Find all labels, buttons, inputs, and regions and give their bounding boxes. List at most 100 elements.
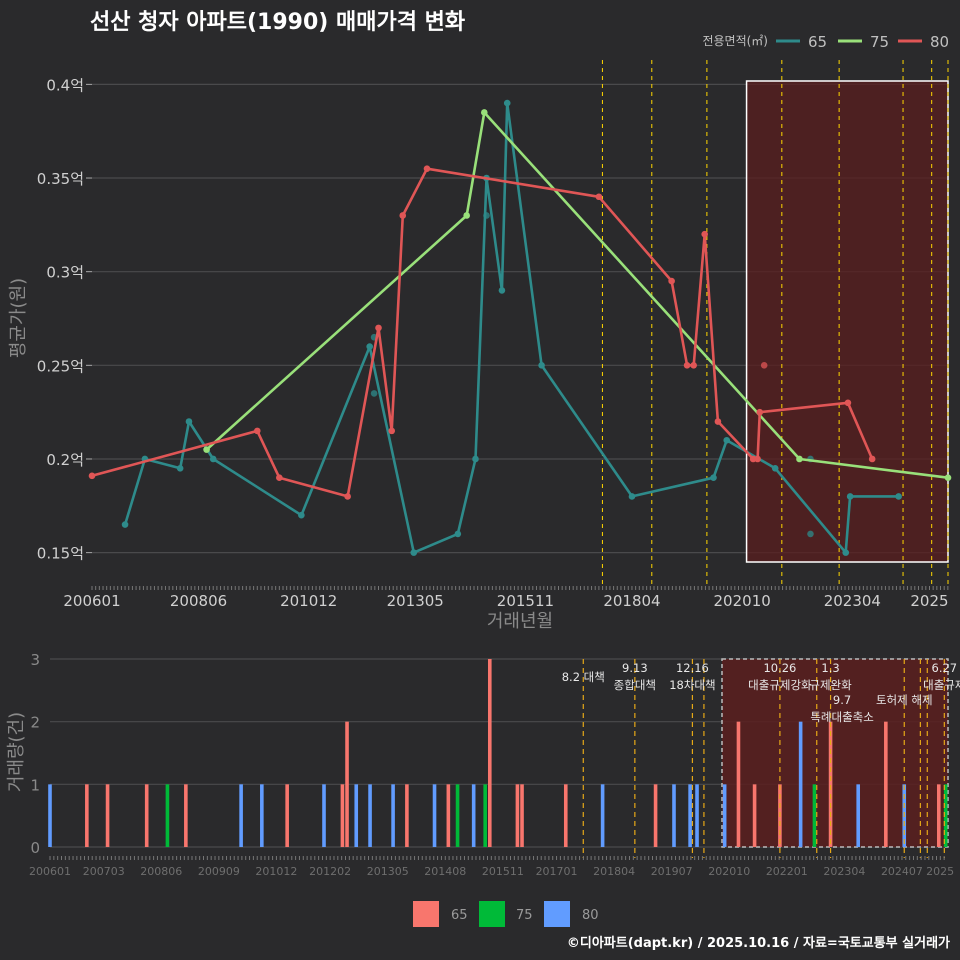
series-80-point-10 [683, 362, 691, 369]
policy-label-1-line-1: 종합대책 [614, 678, 656, 692]
x-tick-label-4: 201511 [497, 592, 554, 610]
volume-highlight-box [721, 658, 949, 848]
volume-bar-27 [672, 784, 676, 847]
x-tick-label-0: 200601 [63, 592, 120, 610]
x-axis-title: 거래년월 [487, 611, 553, 632]
legend-label-65: 65 [808, 33, 827, 51]
bar-legend-label-65: 65 [451, 908, 468, 923]
series-80-point-8 [595, 193, 603, 201]
volume-bar-0 [48, 784, 52, 847]
policy-label-7-line-0: 6.27 [932, 661, 958, 675]
volume-bar-15 [405, 784, 409, 847]
legend-label-75: 75 [870, 33, 889, 51]
volume-bar-25 [600, 784, 605, 847]
y-tick-label-4: 0.35억 [37, 170, 84, 188]
series-80-point-3 [344, 493, 351, 500]
series-80-point-4 [375, 324, 382, 332]
bar-legend-label-75: 75 [516, 908, 533, 923]
series-80-point-7 [423, 165, 431, 172]
series-65-extra-point-1 [370, 390, 378, 397]
series-75-point-1 [463, 212, 470, 219]
series-65-point-18 [842, 549, 850, 556]
series-75-point-4 [944, 474, 952, 482]
series-80-extra-point-0 [760, 362, 768, 369]
volume-bar-10 [340, 784, 345, 847]
volume-bar-6 [239, 784, 243, 847]
y-tick-label-0: 0.15억 [37, 545, 84, 563]
volume-bar-7 [260, 784, 264, 847]
volume-bar-31 [736, 721, 741, 847]
top-y-axis-ticks: 0.15억 0.2억 0.25억 0.3억 0.35억 0.4억 [37, 76, 92, 563]
volume-x-tick-label-12: 202010 [708, 865, 750, 878]
x-tick-label-5: 201804 [603, 592, 660, 610]
highlight-box [745, 80, 949, 563]
volume-bars [48, 659, 948, 847]
volume-bar-41 [943, 784, 948, 847]
series-65-point-19 [846, 493, 854, 500]
chart-title: 선산 청자 아파트(1990) 매매가격 변화 [90, 10, 465, 35]
policy-labels: 8.2 대책 9.13 종합대책 12.16 18차대책 10.26 대출규제강화 1.3 규제… [562, 661, 960, 724]
volume-x-tick-label-2: 200806 [140, 865, 182, 878]
series-65-extra-point-2 [483, 212, 490, 219]
policy-label-1-line-0: 9.13 [622, 661, 648, 675]
series-80-point-12 [701, 230, 708, 238]
series-75-point-0 [203, 446, 210, 453]
series-65-point-0 [121, 521, 129, 528]
series-65-point-9 [472, 455, 479, 463]
series-80-point-1 [253, 427, 261, 435]
series-65-point-6 [366, 343, 373, 350]
volume-x-tick-label-6: 201305 [367, 865, 409, 878]
policy-label-3-line-0: 10.26 [763, 661, 796, 675]
line-legend: 전용면적(㎡) 65 75 80 [702, 33, 949, 51]
volume-x-tick-label-5: 201202 [309, 865, 351, 878]
volume-bar-14 [391, 784, 395, 847]
series-65-point-15 [710, 474, 717, 482]
volume-y-tick-label-1: 1 [30, 776, 40, 794]
series-80-point-11 [690, 362, 697, 369]
volume-bar-24 [563, 784, 568, 847]
series-65-point-2 [176, 465, 184, 472]
volume-y-tick-label-3: 3 [30, 651, 40, 669]
bar-legend: 65 75 80 [413, 901, 599, 927]
series-65-point-20 [895, 493, 902, 500]
series-65-point-16 [723, 436, 731, 444]
series-65-point-17 [771, 465, 779, 472]
policy-label-3-line-1: 대출규제강화 [748, 678, 812, 692]
volume-bar-32 [752, 784, 757, 847]
policy-label-2-line-0: 12.16 [676, 661, 709, 675]
y-tick-label-5: 0.4억 [46, 76, 84, 94]
x-tick-label-7: 202304 [824, 592, 881, 610]
policy-label-5-line-1: 특례대출축소 [810, 710, 873, 724]
y-tick-label-2: 0.25억 [37, 357, 84, 375]
volume-y-tick-label-2: 2 [30, 714, 40, 732]
policy-label-0-line-0: 8.2 대책 [562, 670, 605, 684]
volume-bar-5 [184, 784, 188, 847]
series-75-point-3 [796, 455, 803, 463]
volume-bar-23 [520, 784, 524, 847]
series-80-point-18 [868, 455, 876, 463]
volume-x-tick-label-8: 201511 [482, 865, 524, 878]
policy-label-7-line-1: 대출규제 [923, 678, 960, 692]
volume-x-tick-label-0: 200601 [29, 865, 71, 878]
top-x-axis-ticks: 200601 200806 201012 201305 201511 201804 2020… [63, 586, 949, 610]
policy-label-6-line-0: 토허제 해제 [876, 693, 933, 707]
series-80-point-9 [668, 277, 675, 285]
x-tick-label-6: 202010 [714, 592, 771, 610]
volume-bar-1 [85, 784, 89, 847]
volume-bar-35 [812, 784, 817, 847]
bottom-x-axis-ticks: 200601 200703 200806 200909 201012 201202 2013… [29, 856, 954, 878]
volume-bar-9 [322, 784, 326, 847]
series-65-point-14 [628, 493, 636, 500]
volume-bar-16 [432, 784, 437, 847]
bottom-highlight-region [721, 658, 949, 848]
volume-bar-36 [828, 721, 833, 847]
x-tick-label-2: 201012 [280, 592, 337, 610]
policy-label-4-line-0: 1.3 [821, 661, 839, 675]
volume-x-tick-label-16: 2025 [926, 865, 954, 878]
volume-x-tick-label-4: 201012 [255, 865, 297, 878]
bar-legend-swatch-65 [413, 901, 439, 927]
policy-label-2-line-1: 18차대책 [669, 678, 715, 692]
series-65-point-11 [498, 287, 506, 294]
series-80-point-6 [399, 212, 407, 219]
